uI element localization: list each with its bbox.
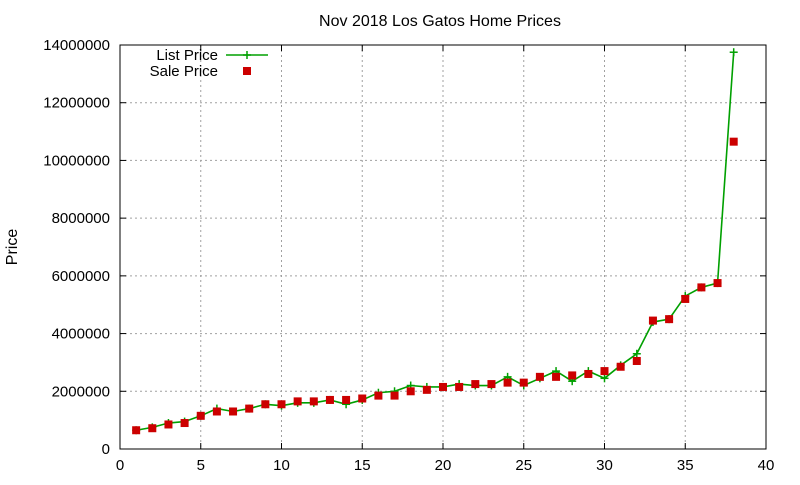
data-point-sale-price <box>390 391 399 400</box>
y-tick-label: 6000000 <box>52 268 110 285</box>
x-tick-label: 30 <box>596 457 613 474</box>
data-point-sale-price <box>325 395 334 404</box>
data-point-sale-price <box>422 385 431 394</box>
x-tick-label: 25 <box>515 457 532 474</box>
x-tick-label: 5 <box>197 457 205 474</box>
chart-title: Nov 2018 Los Gatos Home Prices <box>319 13 561 30</box>
data-point-sale-price <box>455 382 464 391</box>
data-point-sale-price <box>600 367 609 376</box>
data-point-list-price <box>632 349 641 358</box>
data-point-sale-price <box>519 378 528 387</box>
x-tick-label: 0 <box>116 457 124 474</box>
data-point-sale-price <box>132 426 141 435</box>
data-point-sale-price <box>648 316 657 325</box>
data-point-sale-price <box>243 67 251 75</box>
data-point-sale-price <box>713 279 722 288</box>
data-point-sale-price <box>148 424 157 433</box>
data-point-sale-price <box>342 395 351 404</box>
data-point-sale-price <box>584 369 593 378</box>
data-point-sale-price <box>406 387 415 396</box>
data-point-sale-price <box>568 371 577 380</box>
x-tick-label: 10 <box>273 457 290 474</box>
data-point-list-price <box>243 51 251 59</box>
data-point-sale-price <box>552 372 561 381</box>
series-sale-price <box>132 137 738 435</box>
data-point-sale-price <box>164 420 173 429</box>
data-point-sale-price <box>535 372 544 381</box>
legend-label: Sale Price <box>150 63 218 80</box>
data-point-sale-price <box>471 380 480 389</box>
data-point-sale-price <box>487 380 496 389</box>
data-point-sale-price <box>293 397 302 406</box>
data-point-sale-price <box>616 362 625 371</box>
series-layer <box>132 48 738 435</box>
data-point-sale-price <box>245 404 254 413</box>
data-point-list-price <box>600 374 609 383</box>
y-tick-label: 12000000 <box>43 95 110 112</box>
data-point-sale-price <box>374 391 383 400</box>
data-point-sale-price <box>632 356 641 365</box>
data-point-list-price <box>729 48 738 57</box>
data-point-sale-price <box>309 397 318 406</box>
y-axis-label: Price <box>4 229 21 266</box>
data-point-sale-price <box>180 419 189 428</box>
data-point-sale-price <box>439 382 447 391</box>
y-tick-label: 0 <box>102 441 110 458</box>
data-point-sale-price <box>358 394 367 403</box>
axis-layer: 0 5 10 15 20 25 30 35 40 0 2000000 4000000 6000000 80… <box>43 37 774 474</box>
data-point-sale-price <box>729 137 738 146</box>
data-point-sale-price <box>665 315 674 324</box>
data-point-sale-price <box>503 378 512 387</box>
y-tick-label: 8000000 <box>52 210 110 227</box>
y-tick-label: 4000000 <box>52 326 110 343</box>
x-tick-label: 40 <box>758 457 775 474</box>
data-point-sale-price <box>196 411 205 420</box>
data-point-sale-price <box>697 283 706 292</box>
y-tick-label: 10000000 <box>43 152 110 169</box>
y-tick-label: 2000000 <box>52 383 110 400</box>
legend-label: List Price <box>156 47 218 64</box>
x-tick-label: 15 <box>354 457 371 474</box>
x-tick-label: 35 <box>677 457 694 474</box>
data-point-sale-price <box>681 294 690 303</box>
data-point-sale-price <box>277 400 286 409</box>
data-point-sale-price <box>212 407 221 416</box>
x-tick-label: 20 <box>435 457 452 474</box>
y-tick-label: 14000000 <box>43 37 110 54</box>
data-point-sale-price <box>261 400 270 409</box>
data-point-sale-price <box>229 407 238 416</box>
